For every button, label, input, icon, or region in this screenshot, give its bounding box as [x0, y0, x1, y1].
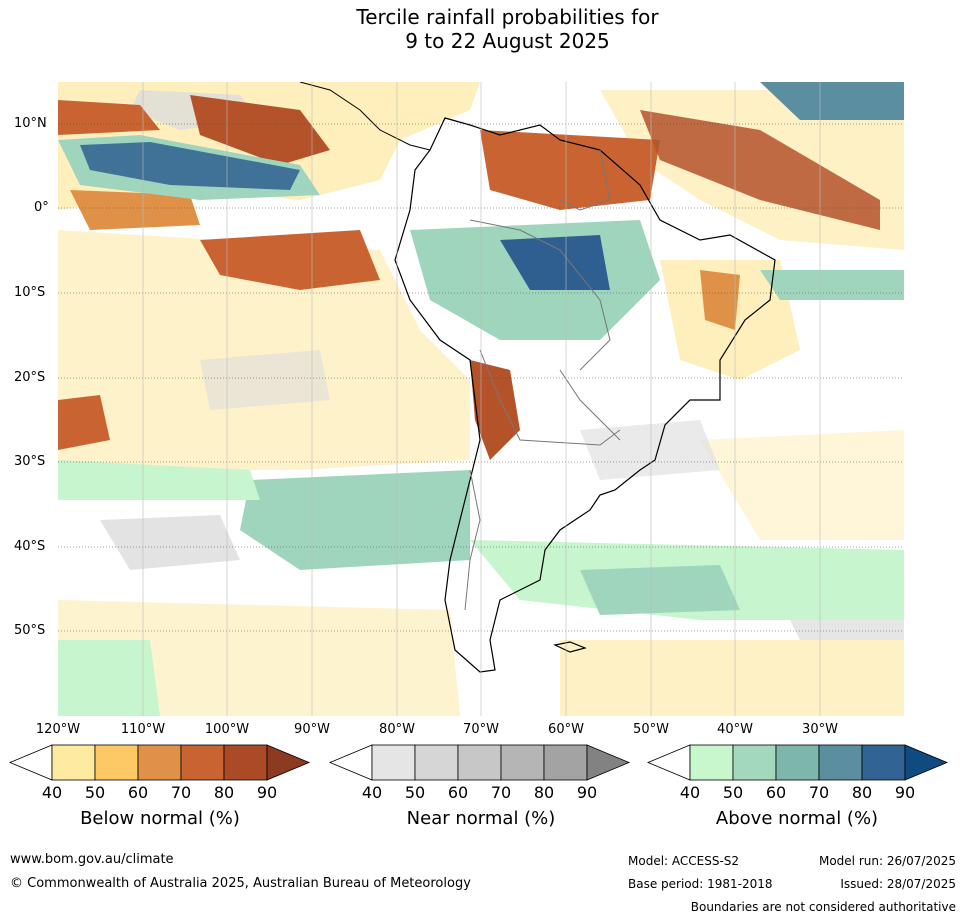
colorbar-tick-label: 70 [808, 783, 830, 802]
colorbar-segment [500, 744, 545, 781]
lat-label-40s: 40°S [14, 539, 46, 554]
colorbar-above [646, 744, 949, 781]
lon-label-120w: 120°W [35, 722, 81, 737]
website-link[interactable]: www.bom.gov.au/climate [10, 852, 174, 867]
south-america-outline [394, 117, 776, 673]
lon-label-80w: 80°W [379, 722, 415, 737]
colorbar-tick-label: 50 [404, 783, 426, 802]
lon-label-110w: 110°W [120, 722, 166, 737]
colorbar-tick-label: 80 [213, 783, 235, 802]
lon-label-100w: 100°W [204, 722, 250, 737]
colorbar-segment [457, 744, 502, 781]
meridians [142, 82, 821, 716]
lat-label-10s: 10°S [14, 285, 46, 300]
colorbar-near [328, 744, 631, 781]
map-title-line2: 9 to 22 August 2025 [405, 29, 610, 53]
colorbar-tick-label: 50 [722, 783, 744, 802]
colorbar-segment [586, 744, 631, 781]
colorbar-segment [328, 744, 373, 781]
colorbar-segment [646, 744, 691, 781]
lat-label-30s: 30°S [14, 454, 46, 469]
lat-label-0: 0° [34, 200, 49, 215]
disclaimer-text: Boundaries are not considered authoritat… [690, 900, 956, 914]
colorbar-segment [861, 744, 906, 781]
colorbar-segment [371, 744, 416, 781]
colorbar-tick-label: 60 [447, 783, 469, 802]
lat-label-20s: 20°S [14, 370, 46, 385]
lon-label-60w: 60°W [548, 722, 584, 737]
colorbar-tick-label: 40 [679, 783, 701, 802]
colorbar-tick-label: 60 [127, 783, 149, 802]
colorbar-below [8, 744, 311, 781]
issued-text: Issued: 28/07/2025 [840, 877, 956, 891]
colorbar-tick-label: 80 [533, 783, 555, 802]
colorbar-segment [818, 744, 863, 781]
lon-label-40w: 40°W [717, 722, 753, 737]
colorbar-segment [8, 744, 53, 781]
map-title-line1: Tercile rainfall probabilities for [356, 5, 659, 29]
lon-label-50w: 50°W [633, 722, 669, 737]
colorbar-tick-label: 90 [894, 783, 916, 802]
colorbar-tick-label: 90 [576, 783, 598, 802]
colorbar-tick-label: 60 [765, 783, 787, 802]
colorbar-segment [414, 744, 459, 781]
lat-label-50s: 50°S [14, 623, 46, 638]
probability-field [58, 82, 904, 716]
colorbar-tick-label: 80 [851, 783, 873, 802]
colorbar-tick-label: 90 [256, 783, 278, 802]
model-run-text: Model run: 26/07/2025 [818, 854, 956, 868]
colorbar-tick-label: 40 [41, 783, 63, 802]
colorbar-segment [51, 744, 96, 781]
lon-label-90w: 90°W [294, 722, 330, 737]
colorbar-tick-label: 40 [361, 783, 383, 802]
lon-label-70w: 70°W [463, 722, 499, 737]
colorbar-tick-label: 70 [170, 783, 192, 802]
colorbar-segment [904, 744, 949, 781]
colorbar-segment [180, 744, 225, 781]
colorbar-segment [543, 744, 588, 781]
colorbar-segment [137, 744, 182, 781]
colorbar-segment [266, 744, 311, 781]
colorbar-tick-label: 70 [490, 783, 512, 802]
colorbar-label-above: Above normal (%) [715, 808, 879, 829]
colorbar-segment [94, 744, 139, 781]
colorbar-segment [689, 744, 734, 781]
colorbar-label-near: Near normal (%) [406, 808, 556, 829]
colorbar-segment [223, 744, 268, 781]
model-text: Model: ACCESS-S2 [628, 854, 740, 868]
lat-label-10n: 10°N [14, 116, 47, 131]
colorbar-segment [732, 744, 777, 781]
copyright-text: © Commonwealth of Australia 2025, Austra… [10, 876, 471, 891]
lon-label-30w: 30°W [802, 722, 838, 737]
colorbar-segment [775, 744, 820, 781]
colorbar-label-below: Below normal (%) [80, 808, 240, 829]
base-period-text: Base period: 1981-2018 [628, 877, 773, 891]
colorbar-tick-label: 50 [84, 783, 106, 802]
